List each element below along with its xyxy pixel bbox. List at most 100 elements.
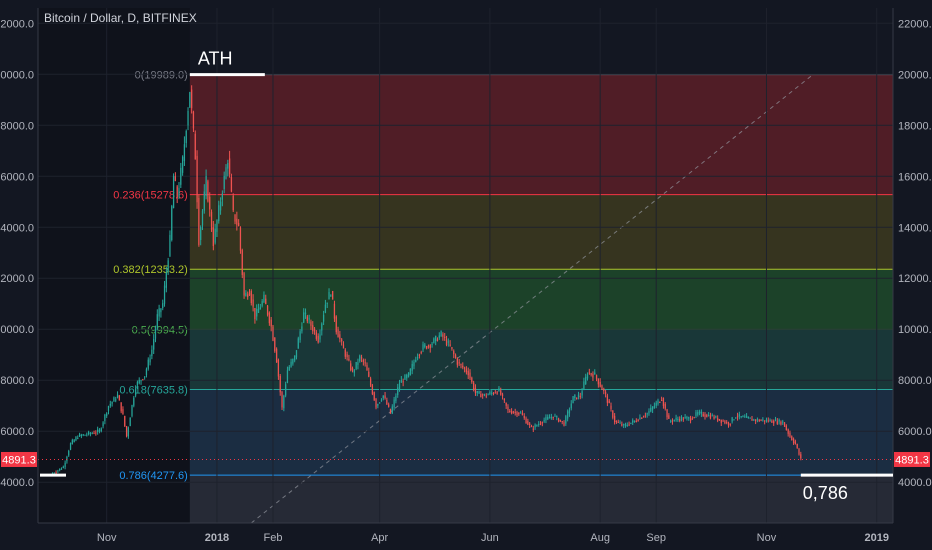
candle-body-105 (239, 227, 242, 251)
candle-body-406 (783, 422, 786, 427)
candle-body-38 (118, 395, 120, 401)
y-tick-left-4000: 4000.0 (0, 477, 34, 489)
candle-body-364 (707, 415, 710, 417)
y-tick-left-20000: 20000.0 (0, 69, 34, 81)
candle-body-150 (321, 323, 323, 331)
candle-body-400 (773, 420, 775, 424)
candle-body-122 (270, 319, 272, 327)
candle-body-388 (751, 418, 753, 421)
candle-body-59 (156, 314, 158, 328)
candle-body-252 (505, 402, 507, 406)
fib-label-0.618: 0.618(7635.8) (119, 385, 188, 397)
candle-body-58 (154, 328, 157, 339)
candle-body-360 (700, 411, 703, 414)
candle-body-118 (263, 294, 265, 303)
candle-body-94 (219, 201, 222, 211)
candle-body-351 (684, 417, 686, 419)
candle-body-395 (764, 420, 766, 422)
candle-body-350 (682, 418, 684, 420)
y-tick-right-18000: 18000.0 (898, 120, 932, 132)
candle-body-29 (102, 422, 104, 427)
candle-body-56 (151, 349, 153, 357)
candle-body-46 (133, 397, 135, 406)
candle-body-134 (292, 358, 294, 364)
x-tick-4: Jun (481, 532, 499, 544)
candle-body-251 (503, 398, 505, 401)
candle-body-101 (232, 195, 234, 211)
candle-body-345 (673, 419, 675, 421)
candle-body-146 (313, 328, 316, 332)
candle-body-247 (496, 391, 498, 394)
candle-body-196 (404, 375, 406, 380)
candle-body-93 (218, 205, 220, 222)
candle-body-402 (776, 421, 778, 424)
candle-body-43 (127, 427, 130, 437)
candle-body-73 (181, 156, 184, 173)
candle-body-15 (77, 438, 79, 440)
candle-body-24 (93, 432, 95, 434)
candle-body-189 (391, 406, 393, 414)
price-badge-right (894, 451, 930, 467)
fib-label-0.236: 0.236(15278.6) (113, 190, 188, 202)
candle-body-167 (351, 367, 354, 371)
candle-body-234 (473, 382, 475, 390)
candle-body-319 (626, 425, 628, 427)
candle-body-414 (798, 449, 800, 455)
fib-band-0.5 (189, 329, 893, 390)
candle-body-107 (243, 273, 245, 296)
candle-body-415 (800, 454, 802, 459)
candle-body-221 (449, 344, 451, 346)
candle-body-161 (341, 339, 343, 342)
candle-body-26 (97, 429, 99, 433)
candle-body-280 (556, 416, 558, 418)
y-tick-right-10000: 10000.0 (898, 324, 932, 336)
candle-body-112 (252, 299, 254, 307)
candle-body-44 (129, 417, 131, 427)
candle-body-267 (532, 428, 534, 430)
candle-body-127 (279, 375, 281, 393)
candle-body-25 (95, 432, 97, 434)
candle-body-173 (362, 359, 365, 362)
candle-body-261 (521, 413, 524, 416)
candle-body-256 (512, 411, 515, 413)
candle-body-238 (480, 393, 482, 398)
y-tick-right-6000: 6000.0 (898, 426, 932, 438)
fib-band-0.786 (189, 475, 893, 523)
candle-body-295 (583, 381, 585, 390)
candle-body-339 (662, 398, 665, 406)
candle-body-222 (451, 347, 453, 350)
candle-body-316 (621, 424, 623, 426)
candle-body-329 (644, 415, 646, 417)
candle-body-5 (59, 468, 61, 471)
x-tick-5: Aug (590, 532, 610, 544)
price-badge-left (1, 451, 37, 467)
candle-body-255 (510, 411, 513, 414)
candle-body-129 (283, 395, 285, 409)
candle-body-219 (445, 339, 448, 345)
candle-body-246 (494, 392, 496, 394)
fib-retracement[interactable]: 0(19989.0) 0.236(15278.6) 0.382(12353.2) 0.… (38, 8, 893, 524)
candle-body-356 (693, 417, 695, 419)
candle-body-376 (729, 423, 731, 425)
candle-body-162 (342, 344, 345, 349)
candle-body-37 (116, 394, 119, 398)
candle-body-227 (460, 364, 462, 366)
y-tick-right-8000: 8000.0 (898, 375, 932, 387)
candle-body-27 (98, 430, 101, 432)
fib-label-0: 0(19989.0) (135, 70, 188, 82)
candle-body-253 (507, 406, 509, 410)
candle-body-315 (619, 422, 621, 424)
candle-body-33 (109, 403, 111, 406)
candle-body-154 (328, 292, 330, 300)
candle-body-18 (82, 434, 84, 436)
candle-body-113 (254, 307, 256, 320)
candle-body-266 (530, 426, 533, 428)
candle-body-277 (550, 416, 552, 418)
candle-body-198 (407, 372, 410, 377)
candle-body-324 (635, 421, 637, 423)
candle-body-359 (698, 411, 701, 414)
candle-body-231 (467, 370, 469, 376)
candle-body-42 (125, 426, 128, 437)
candle-body-120 (266, 305, 269, 315)
